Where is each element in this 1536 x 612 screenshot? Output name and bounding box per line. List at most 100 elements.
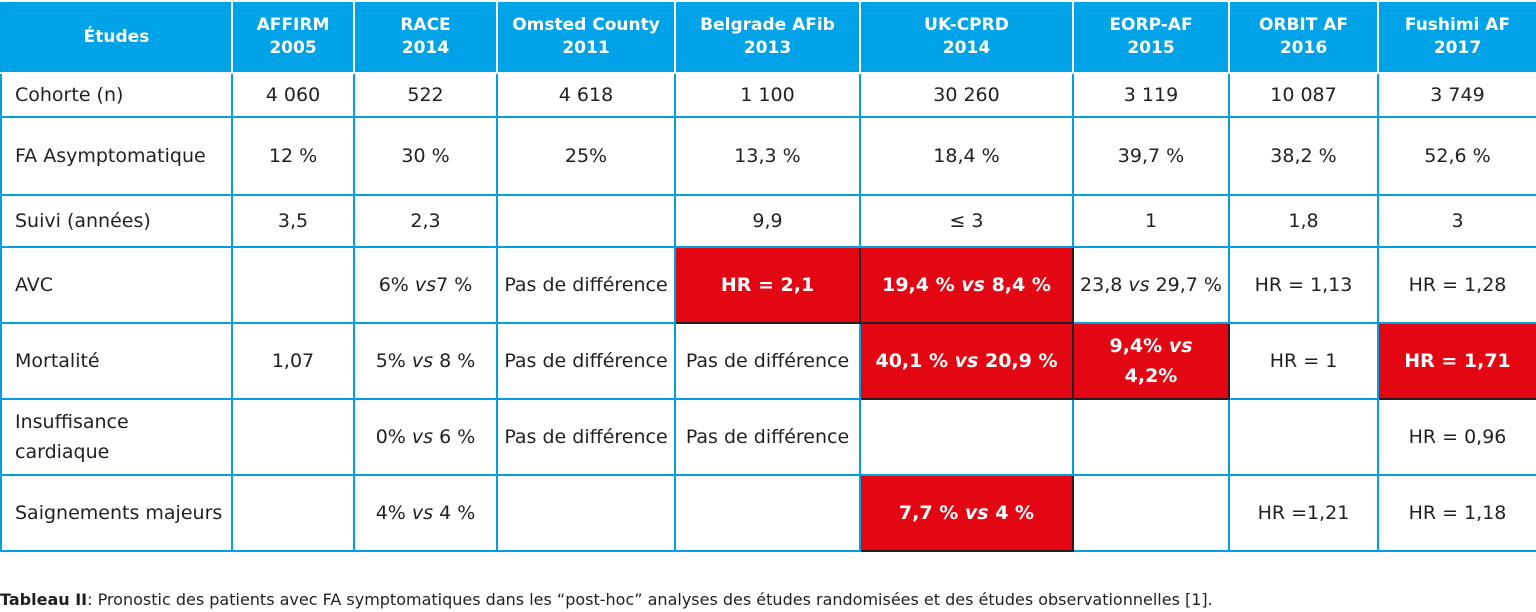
cell-value: 2,3 — [410, 210, 441, 232]
table-cell: 3,5 — [231, 194, 355, 248]
table-cell: Pas de différence — [674, 398, 861, 476]
table-cell: 3 749 — [1377, 72, 1536, 118]
table-header-row: Études AFFIRM 2005 RACE 2014 Omsted County 20… — [0, 0, 1536, 74]
cell-value: 39,7 % — [1117, 145, 1185, 167]
table-cell — [1228, 398, 1379, 476]
cell-value: 3,5 — [277, 210, 309, 232]
table-cell: 52,6 % — [1377, 116, 1536, 196]
table-cell: HR = 1,28 — [1377, 246, 1536, 324]
table-cell: 0% vs 6 % — [353, 398, 498, 476]
header-study-column: Belgrade AFib 2013 — [674, 0, 861, 74]
table-cell: 6% vs7 % — [353, 246, 498, 324]
study-year: 2005 — [269, 38, 317, 58]
table-cell: HR =1,21 — [1228, 474, 1379, 552]
study-name: ORBIT AF — [1258, 15, 1349, 35]
cell-value-b: 4,2% — [1124, 365, 1178, 387]
cell-value: ≤ 3 — [949, 210, 984, 232]
study-name: Omsted County — [512, 15, 660, 35]
table-cell: 5% vs 8 % — [353, 322, 498, 400]
table-cell: 1,07 — [231, 322, 355, 400]
prognosis-table-container: Études AFFIRM 2005 RACE 2014 Omsted County 20… — [0, 0, 1536, 552]
table-cell: 3 — [1377, 194, 1536, 248]
cell-value: 1,07 — [271, 350, 315, 372]
table-cell: Pas de différence — [496, 246, 676, 324]
table-cell: 40,1 % vs 20,9 % — [859, 322, 1074, 400]
prognosis-table: Études AFFIRM 2005 RACE 2014 Omsted County 20… — [0, 0, 1536, 552]
table-cell — [231, 474, 355, 552]
cell-value: 1,8 — [1288, 210, 1319, 232]
table-row: Cohorte (n) 4 060 522 4 618 1 100 30 260 3 119… — [0, 72, 1536, 118]
cell-vs: vs — [964, 502, 989, 524]
table-caption: Tableau II: Pronostic des patients avec … — [0, 590, 1213, 610]
cell-value: HR = 2,1 — [720, 274, 815, 296]
cell-value: Pas de différence — [685, 426, 850, 448]
table-cell: 25% — [496, 116, 676, 196]
cell-value-a: 9,4% — [1109, 335, 1163, 357]
cell-value: 18,4 % — [933, 145, 1000, 167]
cell-value-a: 19,4 % — [882, 274, 955, 296]
cell-vs: vs — [1168, 335, 1193, 357]
table-cell: 3 119 — [1072, 72, 1230, 118]
cell-vs: vs — [411, 502, 434, 524]
study-name: Fushimi AF — [1404, 15, 1511, 35]
cell-value: 12 % — [268, 145, 318, 167]
table-body: Cohorte (n) 4 060 522 4 618 1 100 30 260 3 119… — [0, 72, 1536, 552]
cell-vs: vs — [414, 274, 437, 296]
study-year: 2013 — [743, 38, 792, 58]
cell-value-b: 8 % — [439, 350, 476, 372]
cell-value: HR = 1 — [1269, 350, 1338, 372]
cell-value: HR = 0,96 — [1408, 426, 1507, 448]
table-cell — [496, 194, 676, 248]
table-row: Mortalité 1,07 5% vs 8 % Pas de différence P… — [0, 322, 1536, 400]
table-cell: 30 260 — [859, 72, 1074, 118]
cell-value: 1 100 — [740, 84, 795, 106]
table-cell: Pas de différence — [496, 398, 676, 476]
table-cell: 4% vs 4 % — [353, 474, 498, 552]
table-cell — [859, 398, 1074, 476]
table-row: Insuffisance cardiaque 0% vs 6 % Pas de di… — [0, 398, 1536, 476]
cell-vs: vs — [411, 426, 434, 448]
table-cell — [496, 474, 676, 552]
cell-value: Pas de différence — [504, 426, 668, 448]
header-study-column: AFFIRM 2005 — [231, 0, 355, 74]
cell-value-a: 23,8 — [1080, 274, 1123, 296]
cell-value: HR = 1,13 — [1254, 274, 1353, 296]
cell-value-b: 8,4 % — [991, 274, 1051, 296]
table-cell: 4 618 — [496, 72, 676, 118]
table-cell: 1 — [1072, 194, 1230, 248]
cell-value: 9,9 — [752, 210, 783, 232]
cell-value: 30 260 — [933, 84, 1000, 106]
table-cell — [231, 246, 355, 324]
table-cell: 13,3 % — [674, 116, 861, 196]
row-label: Saignements majeurs — [0, 474, 233, 552]
table-cell: 9,9 — [674, 194, 861, 248]
table-cell: ≤ 3 — [859, 194, 1074, 248]
cell-value: 13,3 % — [734, 145, 801, 167]
cell-value-a: 4% — [375, 502, 406, 524]
table-cell — [1072, 474, 1230, 552]
cell-value-a: 6% — [378, 274, 409, 296]
study-year: 2016 — [1279, 38, 1328, 58]
table-row: Suivi (années) 3,5 2,3 9,9 ≤ 3 1 1,8 3 — [0, 194, 1536, 248]
table-cell: 4 060 — [231, 72, 355, 118]
cell-value-b: 6 % — [439, 426, 476, 448]
cell-value: 4 618 — [558, 84, 614, 106]
cell-value: Pas de différence — [504, 274, 668, 296]
row-label: FA Asymptomatique — [0, 116, 233, 196]
study-year: 2015 — [1127, 38, 1175, 58]
table-cell: 18,4 % — [859, 116, 1074, 196]
header-study-column: Omsted County 2011 — [496, 0, 676, 74]
cell-value: 10 087 — [1270, 84, 1337, 106]
header-study-column: RACE 2014 — [353, 0, 498, 74]
cell-value-a: 7,7 % — [898, 502, 959, 524]
cell-value: HR = 1,18 — [1408, 502, 1507, 524]
study-name: RACE — [400, 15, 451, 35]
table-cell: 9,4% vs 4,2% — [1072, 322, 1230, 400]
cell-vs: vs — [954, 350, 979, 372]
table-cell: HR = 1,71 — [1377, 322, 1536, 400]
cell-value: 3 749 — [1430, 84, 1485, 106]
table-cell: Pas de différence — [674, 322, 861, 400]
cell-value: 52,6 % — [1424, 145, 1491, 167]
cell-value-a: 40,1 % — [875, 350, 949, 372]
header-study-column: UK-CPRD 2014 — [859, 0, 1074, 74]
